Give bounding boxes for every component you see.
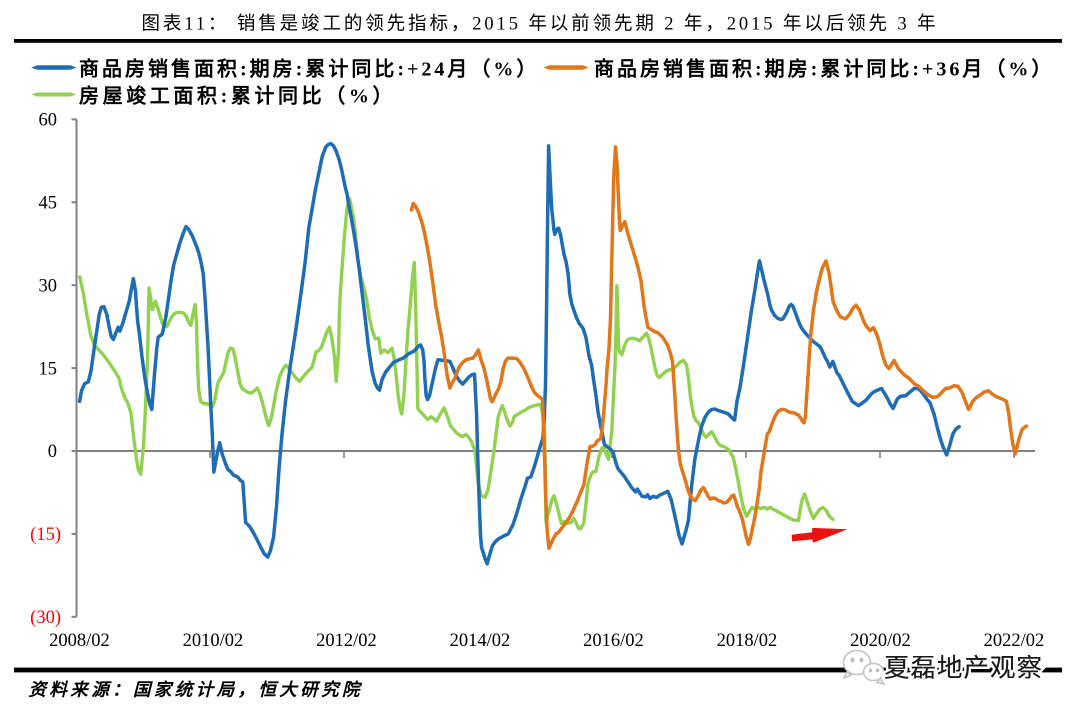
svg-text:2022/02: 2022/02 [984, 631, 1045, 651]
svg-text:夏磊地产观察: 夏磊地产观察 [884, 654, 1043, 683]
svg-text:2020/02: 2020/02 [850, 631, 911, 651]
svg-text:30: 30 [39, 276, 58, 296]
svg-text:15: 15 [39, 359, 58, 379]
svg-text:(30): (30) [30, 608, 61, 628]
svg-text:图表11： 销售是竣工的领先指标，2015 年以前领先期 2: 图表11： 销售是竣工的领先指标，2015 年以前领先期 2 年，2015 年以… [142, 14, 939, 35]
svg-text:2018/02: 2018/02 [717, 631, 778, 651]
svg-text:60: 60 [39, 111, 58, 131]
svg-text:资料来源：国家统计局，恒大研究院: 资料来源：国家统计局，恒大研究院 [29, 680, 363, 700]
svg-text:45: 45 [39, 194, 58, 214]
svg-text:0: 0 [48, 442, 57, 462]
svg-text:2008/02: 2008/02 [49, 631, 110, 651]
svg-text:(15): (15) [30, 525, 61, 545]
svg-text:商品房销售面积:期房:累计同比:+36月（%）: 商品房销售面积:期房:累计同比:+36月（%） [594, 56, 1054, 80]
svg-text:2014/02: 2014/02 [450, 631, 511, 651]
svg-text:2010/02: 2010/02 [183, 631, 244, 651]
svg-text:商品房销售面积:期房:累计同比:+24月（%）: 商品房销售面积:期房:累计同比:+24月（%） [79, 56, 539, 80]
svg-text:夏磊地产观察: 夏磊地产观察 [884, 654, 1043, 683]
svg-text:2012/02: 2012/02 [316, 631, 377, 651]
svg-text:2016/02: 2016/02 [583, 631, 644, 651]
svg-text:房屋竣工面积:累计同比（%）: 房屋竣工面积:累计同比（%） [79, 83, 396, 107]
